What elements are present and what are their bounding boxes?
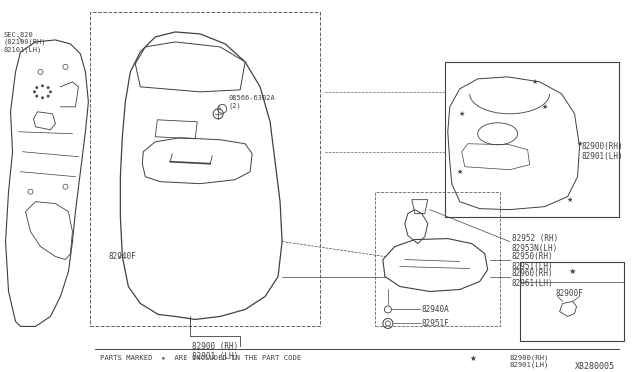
Circle shape	[42, 97, 44, 99]
Text: ★: ★	[569, 267, 576, 276]
Circle shape	[47, 95, 49, 97]
Text: 82900(RH)
82901(LH): 82900(RH) 82901(LH)	[509, 355, 549, 368]
Text: ★: ★	[459, 111, 465, 117]
Text: ★: ★	[541, 104, 548, 110]
Circle shape	[36, 86, 38, 89]
Text: 82951F: 82951F	[422, 319, 449, 328]
Circle shape	[47, 86, 49, 89]
Text: PARTS MARKED  ★  ARE INCLUDED IN THE PART CODE: PARTS MARKED ★ ARE INCLUDED IN THE PART …	[100, 355, 301, 361]
Text: ★: ★	[531, 79, 538, 85]
Text: 82900(RH)
82901(LH): 82900(RH) 82901(LH)	[582, 142, 623, 161]
Text: ★: ★	[456, 169, 463, 175]
Text: 82940F: 82940F	[108, 252, 136, 261]
Text: 82940A: 82940A	[422, 305, 449, 314]
Text: X8280005: X8280005	[575, 362, 614, 371]
Text: 82900F: 82900F	[556, 289, 584, 298]
Text: SEC.820
(82100(RH)
82101(LH): SEC.820 (82100(RH) 82101(LH)	[4, 32, 46, 53]
Circle shape	[42, 85, 44, 87]
Circle shape	[49, 91, 52, 93]
Text: S: S	[218, 106, 221, 111]
Circle shape	[36, 95, 38, 97]
Text: 82900 (RH)
82901 (LH): 82900 (RH) 82901 (LH)	[192, 342, 238, 361]
Text: ★: ★	[577, 141, 582, 147]
Bar	[445, 62, 620, 217]
Text: 08566-6302A
(2): 08566-6302A (2)	[228, 95, 275, 109]
Bar	[375, 192, 500, 326]
Text: 82960(RH)
82961(LH): 82960(RH) 82961(LH)	[511, 269, 554, 288]
Bar	[90, 12, 320, 326]
Circle shape	[33, 91, 36, 93]
Text: ★: ★	[566, 197, 573, 203]
Text: 82952 (RH)
82953N(LH): 82952 (RH) 82953N(LH)	[511, 234, 558, 253]
Text: ★: ★	[469, 354, 476, 363]
Bar	[520, 262, 625, 341]
Text: 82950(RH)
82951(LH): 82950(RH) 82951(LH)	[511, 252, 554, 271]
